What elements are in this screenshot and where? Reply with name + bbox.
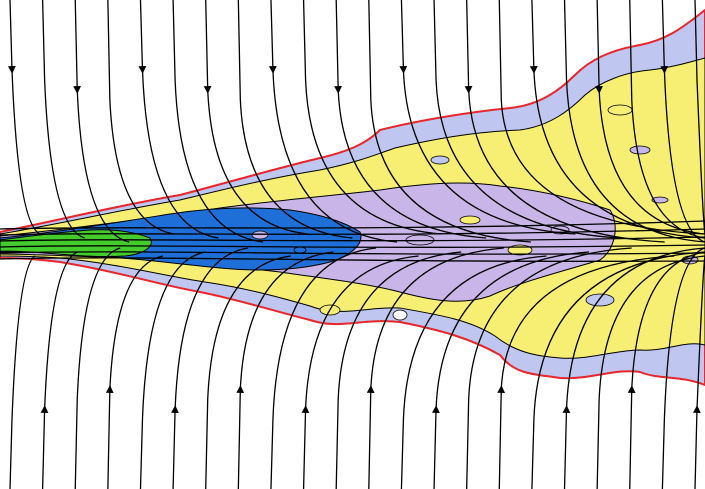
streamline-top (498, 0, 705, 235)
streamline-top (268, 0, 398, 243)
streamline-top (73, 0, 130, 243)
streamline-axial (0, 228, 705, 236)
streamline-bottom (236, 251, 334, 489)
streamline-axial (0, 251, 705, 255)
streamline-bottom (432, 251, 590, 489)
streamline-bottom (627, 251, 705, 489)
streamline-top (399, 0, 576, 235)
streamline-bottom (40, 251, 78, 489)
streamline-top (237, 0, 353, 239)
streamline-bottom (205, 255, 291, 489)
streamline-top (138, 0, 219, 239)
streamline-top (172, 0, 264, 243)
streamline-top (41, 0, 85, 239)
streamline-top (529, 0, 705, 239)
streamline-top (107, 0, 174, 235)
streamline-top (563, 0, 705, 243)
streamline-top (7, 0, 41, 235)
streamline-bottom (9, 255, 36, 489)
streamline-top (464, 0, 665, 243)
streamline-bottom (531, 251, 705, 489)
streamline-top (334, 0, 487, 239)
streamline-bottom (74, 247, 121, 489)
streamline-top (302, 0, 442, 235)
nozzle-region (0, 229, 152, 258)
streamline-bottom (139, 251, 206, 489)
streamline-bottom (366, 247, 504, 489)
streamline-bottom (105, 255, 163, 489)
streamline-axial (0, 220, 705, 230)
streamline-axial (0, 236, 705, 242)
streamline-bottom (335, 251, 462, 489)
streamline-top (203, 0, 308, 235)
streamline-axial (0, 257, 705, 262)
streamline-top (629, 0, 705, 239)
streamline-top (368, 0, 531, 243)
streamline-bottom (301, 255, 419, 489)
streamline-axial (0, 244, 705, 248)
